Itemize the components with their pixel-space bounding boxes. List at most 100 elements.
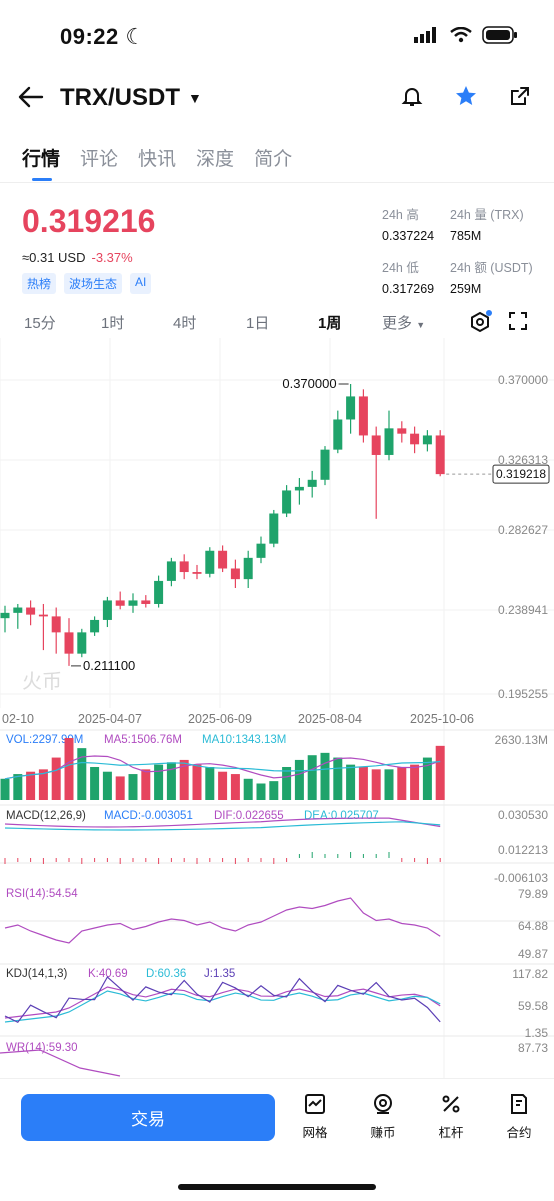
caret-down-icon: ▼ <box>416 320 426 330</box>
rsi-axis-label: 64.88 <box>518 919 548 933</box>
tab-news[interactable]: 快讯 <box>138 149 177 170</box>
volume-bar <box>13 774 23 800</box>
kdj-j: J:1.35 <box>204 968 235 980</box>
status-icons <box>414 26 518 44</box>
macd-axis-label: 0.030530 <box>498 808 548 822</box>
futures-button[interactable]: 合约 <box>494 1092 544 1141</box>
pair-title: TRX/USDT <box>60 84 180 111</box>
usd-price-line: ≈0.31 USD -3.37% <box>22 250 133 265</box>
volume-bar <box>397 766 407 800</box>
candle-body <box>154 580 164 604</box>
pair-selector[interactable]: TRX/USDT ▼ <box>60 84 202 112</box>
interval-1w[interactable]: 1周 <box>318 315 342 332</box>
volume-bar <box>205 766 215 800</box>
candle-body <box>128 600 138 606</box>
date-label: 02-10 <box>2 712 34 726</box>
candle-body <box>346 396 356 420</box>
macd-axis-label: -0.006103 <box>494 871 548 885</box>
tag-hot[interactable]: 热榜 <box>22 273 57 294</box>
wr-axis-label: 87.73 <box>518 1041 548 1055</box>
volume-bar <box>26 771 36 800</box>
volume-bar <box>256 783 266 800</box>
date-label: 2025-08-04 <box>298 712 362 726</box>
macd-dif: DIF:0.022655 <box>214 810 284 822</box>
candle-body <box>435 435 445 475</box>
indicator-settings-icon[interactable] <box>468 310 492 334</box>
date-label: 2025-06-09 <box>188 712 252 726</box>
earn-button[interactable]: 赚币 <box>358 1092 408 1141</box>
bell-icon[interactable] <box>400 84 424 108</box>
candle-body <box>26 607 36 615</box>
macd-dea-line <box>4 821 441 831</box>
watermark: 火币 <box>22 669 62 693</box>
earn-icon <box>374 1094 392 1114</box>
volume-bar <box>243 778 253 800</box>
interval-15m[interactable]: 15分 <box>24 315 56 332</box>
tab-market[interactable]: 行情 <box>22 144 60 181</box>
candle-body <box>269 513 279 544</box>
volume-bar <box>166 762 176 800</box>
date-label: 2025-04-07 <box>78 712 142 726</box>
volume-bar <box>384 769 394 800</box>
share-icon[interactable] <box>508 84 532 108</box>
tag-ai[interactable]: AI <box>130 273 152 294</box>
tab-intro[interactable]: 简介 <box>254 149 293 170</box>
grid-button[interactable]: 网格 <box>290 1092 340 1141</box>
vol-label: VOL:2297.99M <box>6 734 83 746</box>
candle-body <box>371 435 381 455</box>
volume-bar <box>435 745 445 800</box>
fullscreen-icon[interactable] <box>508 311 528 331</box>
price-change: -3.37% <box>91 250 133 265</box>
volume-value: 785M <box>450 229 482 243</box>
high-marker-label: 0.370000 <box>282 376 336 391</box>
candle-body <box>320 449 330 480</box>
kdj-axis-label: 1.35 <box>525 1026 549 1040</box>
interval-1h[interactable]: 1时 <box>101 315 125 332</box>
kline-chart[interactable]: 0.370000 0.326313 0.282627 0.238941 0.195255… <box>0 338 554 1078</box>
trade-button[interactable]: 交易 <box>21 1094 275 1141</box>
volume-bar <box>294 759 304 800</box>
kdj-j-line <box>4 976 441 1024</box>
tab-comments[interactable]: 评论 <box>80 149 119 170</box>
volume-label: 24h 量 (TRX) <box>450 208 524 222</box>
candle-body <box>51 616 61 633</box>
interval-bar: 15分 1时 4时 1日 1周 更多 ▼ <box>0 304 554 338</box>
vol-ma10-line <box>4 760 441 780</box>
volume-bar <box>154 764 164 800</box>
vol-ma5-line <box>4 755 441 780</box>
volume-bar <box>115 776 125 800</box>
back-arrow-icon[interactable] <box>18 86 44 108</box>
volume-bar <box>90 766 100 800</box>
futures-label: 合约 <box>506 1126 532 1140</box>
star-icon[interactable] <box>454 84 478 108</box>
candle-body <box>179 561 189 573</box>
price-axis-label: 0.195255 <box>498 687 548 701</box>
interval-more[interactable]: 更多 ▼ <box>382 312 425 333</box>
interval-1d[interactable]: 1日 <box>246 315 270 332</box>
tag-tron-ecosystem[interactable]: 波场生态 <box>64 273 123 294</box>
candle-body <box>166 561 176 581</box>
divider <box>0 182 554 183</box>
candle-body <box>115 600 125 606</box>
candle-body <box>90 619 100 633</box>
volume-bar <box>282 766 292 800</box>
candle-body <box>384 428 394 455</box>
volume-bar <box>346 764 356 800</box>
candle-body <box>307 479 317 487</box>
amount-value: 259M <box>450 282 482 296</box>
kdj-title: KDJ(14,1,3) <box>6 968 68 980</box>
last-price-label: 0.319218 <box>496 467 546 481</box>
volume-bar <box>422 757 432 800</box>
date-label: 2025-10-06 <box>410 712 474 726</box>
battery-icon <box>482 26 517 44</box>
volume-bar <box>307 755 317 800</box>
margin-button[interactable]: 杠杆 <box>426 1092 476 1141</box>
rsi-axis-label: 49.87 <box>518 947 548 961</box>
volume-bar <box>320 752 330 800</box>
low-label: 24h 低 <box>382 261 419 275</box>
kdj-axis-label: 59.58 <box>518 999 548 1013</box>
kdj-axis-label: 117.82 <box>512 967 548 981</box>
interval-4h[interactable]: 4时 <box>173 315 197 332</box>
tab-depth[interactable]: 深度 <box>196 149 235 170</box>
candle-body <box>410 433 420 445</box>
